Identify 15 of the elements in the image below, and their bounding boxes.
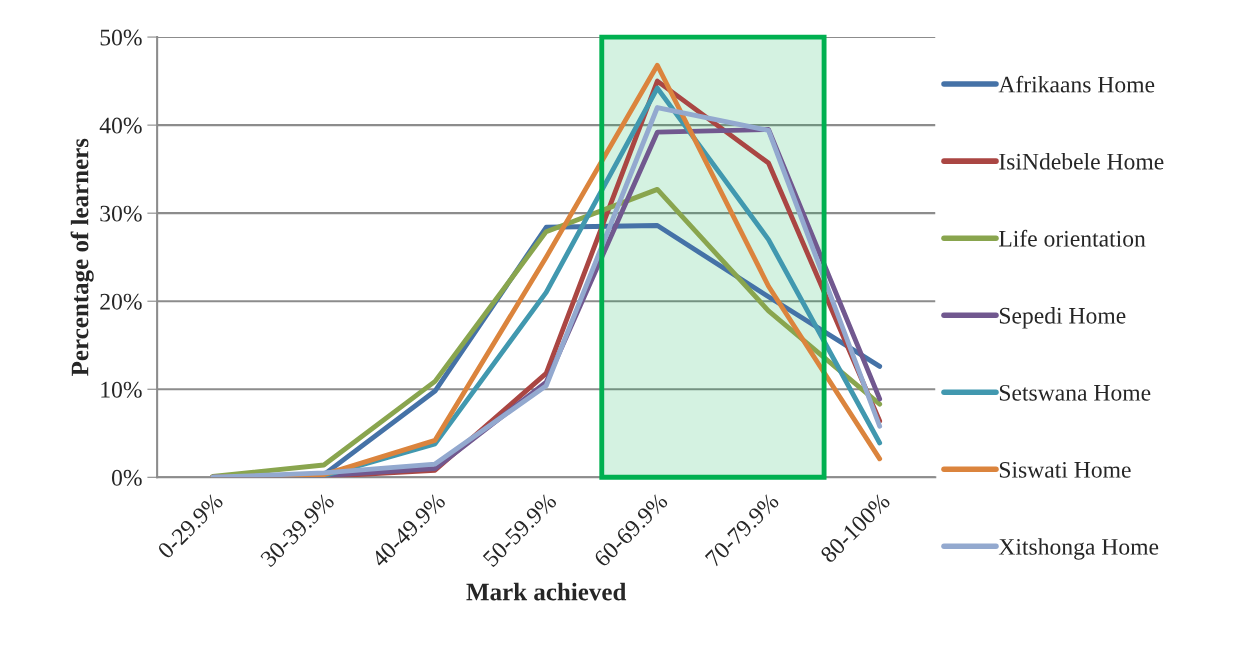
legend-label: Sepedi Home (999, 307, 1126, 329)
y-axis-title: Percentage of learners (70, 138, 94, 376)
legend-label: Life orientation (999, 229, 1146, 247)
y-tick-label: 40% (99, 117, 142, 134)
legend-label: IsiNdebele Home (999, 153, 1164, 170)
legend-label: Afrikaans Home (998, 75, 1155, 93)
x-axis-title: Mark achieved (466, 582, 627, 601)
legend-label: Siswati Home (999, 461, 1131, 478)
y-tick-label: 20% (100, 293, 142, 310)
legend-label: Xitshonga Home (998, 538, 1159, 560)
y-tick-label: 50% (100, 29, 142, 46)
y-tick-label: 10% (101, 381, 142, 398)
legend-label: Setswana Home (999, 384, 1151, 401)
y-tick-label: 30% (100, 205, 142, 222)
y-tick-label: 0% (111, 469, 142, 486)
